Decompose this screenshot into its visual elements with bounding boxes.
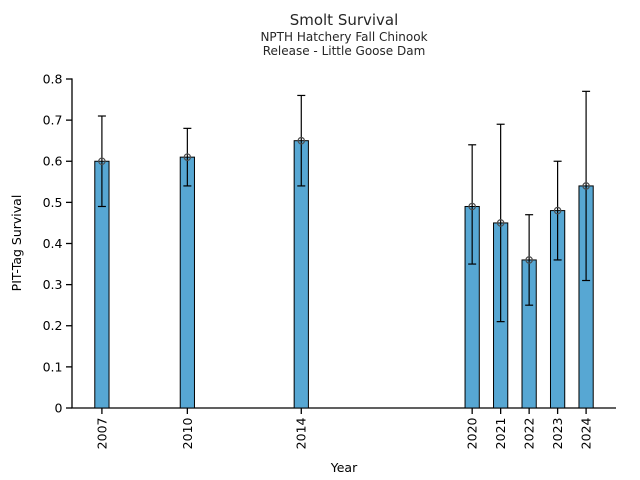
y-tick-label: 0.2: [43, 318, 63, 333]
x-tick-label: 2020: [465, 417, 480, 449]
mean-marker: [468, 202, 476, 211]
x-tick-label: 2024: [578, 417, 593, 449]
y-tick-label: 0.5: [43, 195, 63, 210]
mean-marker: [525, 256, 533, 264]
y-tick-label: 0.8: [43, 71, 63, 86]
mean-marker: [183, 153, 192, 161]
y-tick-label: 0.4: [43, 236, 63, 251]
y-tick-label: 0.3: [43, 277, 63, 292]
y-tick-label: 0.1: [43, 359, 63, 374]
mean-marker: [98, 157, 106, 166]
mean-marker: [582, 182, 590, 190]
mean-marker: [297, 136, 306, 145]
chart-subtitle-line2: Release - Little Goose Dam: [262, 44, 426, 58]
x-axis-label: Year: [330, 460, 358, 475]
x-tick-label: 2023: [550, 418, 565, 450]
mean-marker: [496, 219, 505, 227]
x-tick-label: 2010: [180, 417, 195, 449]
mean-marker: [553, 206, 562, 215]
x-tick-label: 2021: [493, 418, 508, 450]
x-tick-label: 2022: [522, 418, 537, 450]
survival-bar: [179, 156, 195, 409]
x-tick-label: 2014: [294, 417, 309, 449]
y-tick-label: 0: [55, 400, 63, 415]
chart-title: Smolt Survival: [289, 11, 399, 29]
x-tick-label: 2007: [94, 418, 109, 450]
y-tick-label: 0.6: [43, 154, 63, 169]
y-tick-label: 0.7: [43, 113, 63, 128]
chart-subtitle-line1: NPTH Hatchery Fall Chinook: [260, 30, 428, 44]
